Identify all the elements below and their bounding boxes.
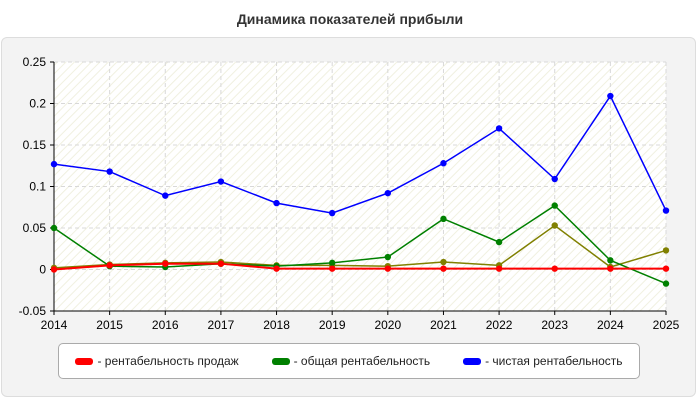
x-tick-label: 2015: [96, 318, 123, 332]
data-point: [551, 175, 558, 183]
data-point: [50, 224, 58, 232]
data-point: [607, 265, 614, 272]
data-point: [662, 247, 670, 254]
data-point: [440, 215, 447, 223]
legend-item: - рентабельность продаж: [75, 354, 239, 368]
data-point: [217, 178, 225, 185]
legend-swatch: [75, 357, 94, 365]
x-tick-label: 2018: [263, 318, 290, 332]
data-point: [440, 160, 447, 167]
tick-labels: -0.05 0 0.05 0.1 0.15 0.2 0.25 2014 2015 2016 2017…: [19, 55, 680, 332]
data-point: [162, 192, 169, 199]
data-point: [384, 265, 392, 272]
y-tick-label: 0.15: [23, 138, 47, 152]
data-point: [273, 265, 280, 272]
data-point: [328, 209, 336, 217]
series-group: [50, 92, 670, 287]
data-point: [495, 265, 503, 272]
series-line: [53, 262, 666, 271]
x-tick-label: 2023: [541, 318, 568, 332]
data-point: [662, 265, 670, 272]
data-point: [551, 222, 558, 229]
data-point: [495, 238, 503, 246]
x-tick-label: 2021: [430, 318, 457, 332]
data-point: [217, 260, 225, 267]
data-point: [662, 280, 670, 287]
data-point: [328, 259, 336, 267]
series-line: [53, 94, 667, 214]
chart-title: Динамика показателей прибыли: [236, 11, 464, 27]
x-tick-label: 2022: [486, 318, 513, 332]
x-tick-label: 2016: [152, 318, 179, 332]
series-0: [50, 260, 670, 273]
data-point: [50, 160, 58, 168]
data-point: [384, 189, 392, 197]
data-point: [106, 168, 113, 175]
data-point: [106, 262, 113, 269]
legend-label: - общая рентабельность: [293, 354, 431, 368]
legend-label: - рентабельность продаж: [97, 354, 239, 368]
y-tick-label: 0.05: [23, 221, 47, 235]
x-tick-label: 2020: [374, 318, 401, 332]
legend-label: - чистая рентабельность: [485, 354, 623, 368]
data-point: [440, 265, 447, 272]
legend-swatch: [463, 357, 482, 365]
series-2: [50, 92, 670, 217]
data-point: [50, 266, 58, 273]
x-tick-label: 2017: [208, 318, 235, 332]
y-tick-label: 0.25: [23, 55, 47, 69]
x-tick-label: 2014: [41, 318, 68, 332]
data-point: [551, 202, 558, 209]
legend-item: - общая рентабельность: [271, 354, 431, 368]
data-point: [440, 258, 447, 266]
y-tick-label: 0.2: [29, 97, 46, 111]
legend-item: - чистая рентабельность: [463, 354, 623, 368]
data-point: [162, 260, 169, 267]
y-tick-label: -0.05: [19, 304, 47, 318]
x-tick-label: 2019: [319, 318, 346, 332]
legend-swatch: [271, 357, 290, 365]
data-point: [328, 265, 336, 272]
series-line: [53, 204, 667, 285]
legend: - рентабельность продаж - общая рентабель…: [58, 343, 640, 379]
data-point: [551, 265, 558, 272]
y-tick-label: 0.1: [29, 180, 46, 194]
data-point: [662, 207, 670, 214]
data-point: [495, 125, 503, 132]
data-point: [607, 257, 614, 264]
x-tick-label: 2025: [653, 318, 680, 332]
data-point: [384, 253, 392, 261]
data-point: [273, 199, 280, 207]
y-tick-label: 0: [39, 263, 46, 277]
data-point: [607, 92, 614, 100]
x-tick-label: 2024: [597, 318, 624, 332]
